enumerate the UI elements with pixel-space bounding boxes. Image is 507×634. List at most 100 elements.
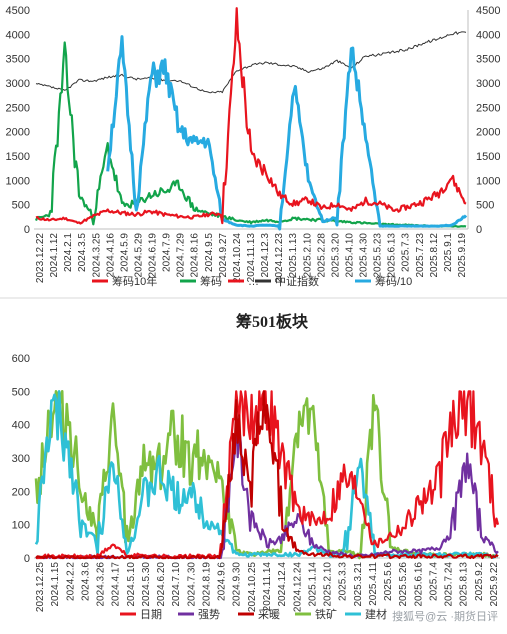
x-tick: 2024.4.17 [111,562,122,607]
y-tick-left: 4000 [6,29,30,41]
x-tick: 2024.11.13 [246,233,257,283]
y-tick: 400 [12,420,30,432]
x-tick: 2025.6.16 [413,562,424,607]
x-tick: 2024.3.6 [80,562,91,601]
x-tick: 2025.7.4 [428,562,439,601]
x-tick: 2024.9.30 [232,562,243,607]
x-tick: 2024.9.5 [204,233,215,272]
x-tick: 2025.4.30 [359,233,370,278]
x-tick: 2025.5.6 [383,562,394,601]
legend-label: 筹码 [200,274,222,288]
x-tick: 2024.5.29 [133,233,144,278]
x-tick: 2023.12.25 [35,562,46,612]
legend-label: 日期 [140,608,162,621]
x-tick: 2024.5.9 [119,233,130,272]
x-tick: 2024.12.24 [292,562,303,612]
y-tick-left: 0 [24,224,30,236]
x-tick: 2025.8.13 [459,562,470,607]
x-tick: 2025.3.3 [338,562,349,601]
x-tick: 2025.9.2 [474,562,485,601]
y-tick-left: 2500 [6,102,30,114]
legend-label: … [248,276,259,288]
x-tick: 2024.12.4 [277,562,288,607]
x-tick: 2025.5.26 [398,562,409,607]
legend-top: 筹码10年 筹码 … 中证指数 筹码/10 [92,274,412,288]
x-tick: 2025.1.14 [307,562,318,607]
y-tick-right: 1500 [476,151,500,163]
y-tick: 500 [12,386,30,398]
x-tick: 2025.1.13 [288,233,299,278]
x-tick: 2024.1.15 [50,562,61,607]
x-tick: 2024.1.12 [49,233,60,278]
x-tick: 2025.5.23 [373,233,384,278]
y-tick-right: 2000 [476,127,500,139]
x-tick: 2024.6.20 [156,562,167,607]
y-tick: 300 [12,453,30,465]
x-tick: 2024.9.6 [217,562,228,601]
watermark: 搜狐号@云 ·期货日评 [392,609,498,623]
x-tick: 2024.6.19 [148,233,159,278]
x-tick: 2025.7.3 [401,233,412,272]
x-tick: 2024.12.23 [274,233,285,283]
legend-label: 筹码/10 [375,274,412,288]
legend-label: 采暖 [258,608,280,621]
x-tick: 2024.11.14 [262,562,273,612]
legend-bottom: 日期 强势 采暖 铁矿 建材 [120,607,387,621]
x-tick: 2024.3.26 [96,562,107,607]
y-tick-left: 2000 [6,127,30,139]
y-tick-left: 500 [12,200,30,212]
y-tick-right: 4500 [476,5,500,17]
x-tick: 2025.9.22 [489,562,500,607]
x-tick: 2024.3.25 [91,233,102,278]
y-tick-right: 3000 [476,78,500,90]
x-tick: 2025.6.13 [387,233,398,278]
legend-label: 强势 [198,608,220,621]
x-tick: 2024.12.3 [260,233,271,278]
x-tick: 2024.7.29 [176,233,187,278]
x-tick: 2025.8.12 [429,233,440,278]
x-tick: 2024.9.27 [218,233,229,278]
x-tick: 2024.10.24 [232,233,243,283]
y-tick-right: 0 [476,224,482,236]
x-tick: 2025.2.28 [316,233,327,278]
x-tick: 2024.4.16 [105,233,116,278]
x-tick: 2025.7.23 [415,233,426,278]
y-tick-left: 3000 [6,78,30,90]
y-tick: 600 [12,353,30,365]
x-tick: 2024.2.1 [63,233,74,272]
x-tick: 2025.4.10 [344,233,355,278]
series-line [35,31,467,94]
x-tick: 2024.8.16 [190,233,201,278]
y-tick-right: 2500 [476,102,500,114]
series-line [35,390,499,560]
y-tick-left: 1000 [6,175,30,187]
series-line [36,390,500,560]
series-line [106,35,468,231]
x-tick: 2025.9.19 [457,233,468,278]
y-tick-right: 4000 [476,29,500,41]
x-tick: 2024.10.25 [247,562,258,612]
legend-label: 建材 [365,607,387,621]
x-tick: 2024.7.30 [186,562,197,607]
x-tick: 2024.5.30 [141,562,152,607]
y-tick-left: 3500 [6,54,30,66]
x-tick: 2025.7.24 [444,562,455,607]
legend-label: 筹码10年 [112,274,157,288]
x-tick: 2023.12.22 [35,233,46,283]
y-tick-right: 1000 [476,175,500,187]
legend-label: 中证指数 [275,274,319,288]
y-tick: 100 [12,520,30,532]
x-tick: 2025.3.21 [353,562,364,607]
legend-label: 铁矿 [315,608,337,621]
y-tick-right: 3500 [476,54,500,66]
y-tick-left: 1500 [6,151,30,163]
y-tick: 0 [24,553,30,565]
chart-top: 0 500 1000 1500 2000 2500 3000 3500 4000 4500 0 500… [6,5,501,288]
x-tick: 2025.3.20 [330,233,341,278]
x-tick: 2025.2.10 [302,233,313,278]
x-tick: 2025.2.10 [323,562,334,607]
y-tick: 200 [12,486,30,498]
x-tick: 2024.5.10 [126,562,137,607]
